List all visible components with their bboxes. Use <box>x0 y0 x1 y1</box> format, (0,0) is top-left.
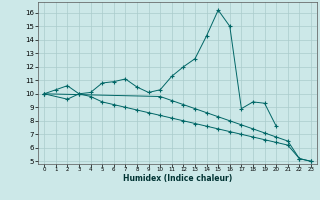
X-axis label: Humidex (Indice chaleur): Humidex (Indice chaleur) <box>123 174 232 183</box>
